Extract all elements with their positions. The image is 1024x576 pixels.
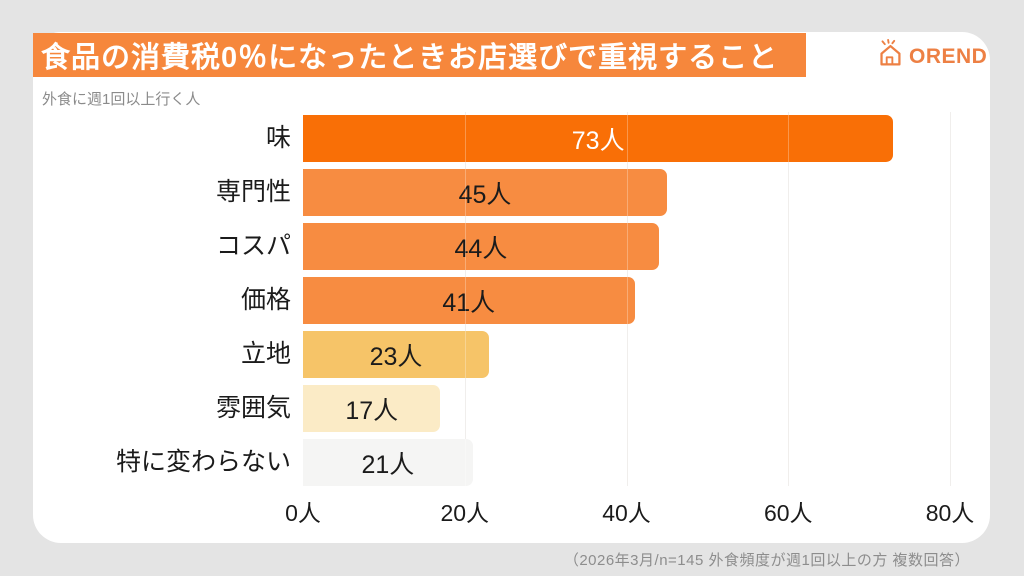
title-banner: 食品の消費税0％になったときお店選びで重視すること bbox=[33, 33, 806, 77]
bar-value-label: 21人 bbox=[361, 450, 415, 479]
bar: 44人 bbox=[303, 223, 659, 270]
bar-value-label: 73人 bbox=[571, 126, 625, 155]
bar: 17人 bbox=[303, 385, 441, 432]
gridline-overlay bbox=[950, 112, 951, 486]
category-label: 価格 bbox=[240, 286, 291, 314]
bar-value-label: 45人 bbox=[458, 180, 512, 209]
bar-row: 41人 bbox=[303, 277, 950, 324]
chart-subtitle: 外食に週1回以上行く人 bbox=[42, 91, 201, 108]
brand-name: OREND bbox=[909, 45, 988, 68]
gridline bbox=[950, 112, 951, 486]
bar: 21人 bbox=[303, 439, 473, 486]
category-label: 雰囲気 bbox=[215, 394, 291, 422]
brand-logo: OREND bbox=[874, 38, 988, 76]
category-label: 立地 bbox=[240, 340, 291, 368]
category-label: コスパ bbox=[215, 232, 291, 260]
source-note: （2026年3月/n=145 外食頻度が週1回以上の方 複数回答） bbox=[563, 552, 970, 569]
plot-area: 73人 45人 44人 41人 23人 17人 21人 bbox=[303, 112, 951, 486]
gridline-overlay bbox=[464, 112, 466, 486]
bar-row: 21人 bbox=[303, 439, 950, 486]
x-axis-tick-label: 0人 bbox=[285, 500, 321, 526]
gridline bbox=[788, 112, 790, 486]
page-title: 食品の消費税0％になったときお店選びで重視すること bbox=[41, 42, 779, 74]
bar: 73人 bbox=[303, 115, 894, 162]
category-label: 特に変わらない bbox=[115, 448, 291, 476]
bar-value-label: 23人 bbox=[369, 342, 423, 371]
x-axis-tick-label: 20人 bbox=[440, 500, 490, 526]
house-icon bbox=[874, 38, 906, 76]
bar: 41人 bbox=[303, 277, 635, 324]
x-axis-tick-label: 40人 bbox=[602, 500, 651, 526]
bar-row: 45人 bbox=[303, 169, 950, 216]
bar-row: 23人 bbox=[303, 331, 950, 378]
bar-row: 17人 bbox=[303, 385, 950, 432]
bar: 23人 bbox=[303, 331, 489, 378]
bar-row: 73人 bbox=[303, 115, 950, 162]
gridline-overlay bbox=[788, 112, 790, 486]
bar-value-label: 44人 bbox=[454, 234, 508, 263]
category-label: 専門性 bbox=[215, 178, 291, 206]
x-axis-tick-label: 60人 bbox=[763, 500, 813, 526]
gridline-overlay bbox=[626, 112, 628, 486]
x-axis: 0人 20人 40人 60人 80人 bbox=[285, 494, 974, 526]
category-labels: 味専門性コスパ価格立地雰囲気特に変わらない bbox=[40, 112, 291, 486]
bar-row: 44人 bbox=[303, 223, 950, 270]
bar-value-label: 17人 bbox=[345, 396, 399, 425]
x-axis-tick-label: 80人 bbox=[925, 500, 975, 526]
bar-value-label: 41人 bbox=[442, 288, 496, 317]
category-label: 味 bbox=[265, 124, 291, 152]
bar: 45人 bbox=[303, 169, 667, 216]
